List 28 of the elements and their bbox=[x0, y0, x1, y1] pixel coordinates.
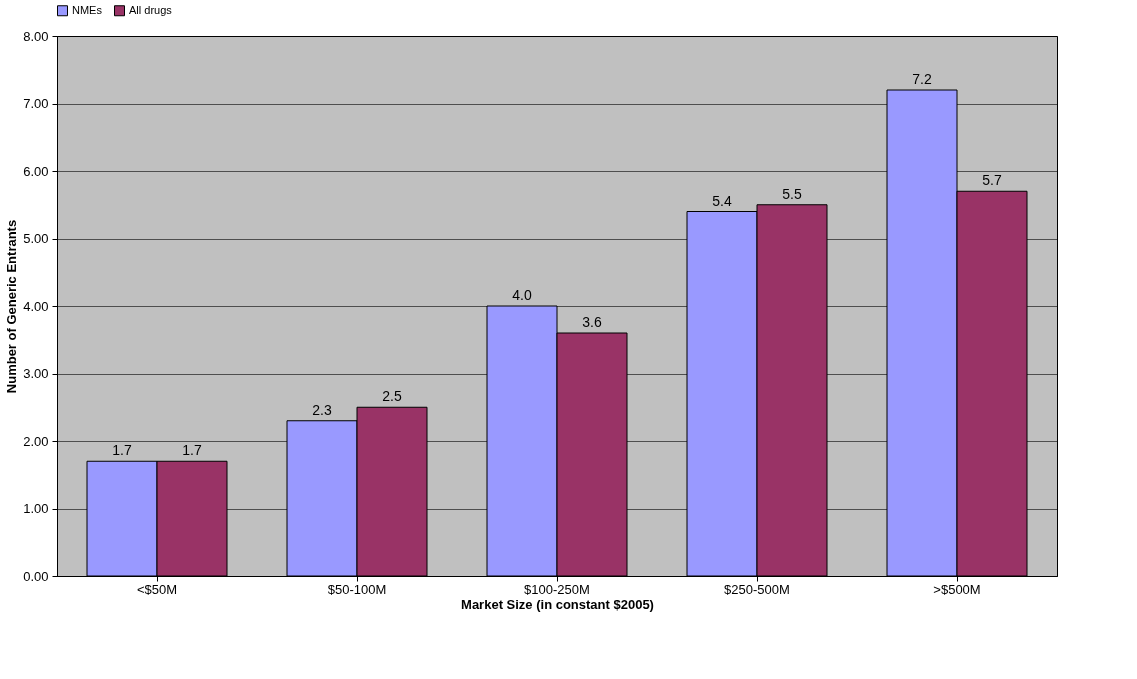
data-label: 1.7 bbox=[182, 442, 202, 459]
y-tick-label: 0.00 bbox=[23, 568, 49, 584]
data-label: 5.5 bbox=[782, 185, 802, 202]
x-tick-label: $100-250M bbox=[524, 581, 590, 597]
y-tick-label: 6.00 bbox=[23, 163, 49, 179]
legend-label: NMEs bbox=[72, 3, 103, 16]
x-tick-label: >$500M bbox=[933, 581, 981, 597]
data-label: 5.7 bbox=[982, 172, 1002, 189]
y-tick-label: 8.00 bbox=[23, 28, 49, 44]
data-label: 4.0 bbox=[512, 287, 532, 303]
legend-label: All drugs bbox=[129, 3, 173, 16]
y-tick-label: 3.00 bbox=[23, 366, 49, 381]
data-label: 7.2 bbox=[912, 71, 932, 87]
x-tick-label: <$50M bbox=[136, 581, 178, 597]
data-label: 1.7 bbox=[112, 442, 132, 459]
data-label: 2.5 bbox=[382, 388, 402, 405]
x-tick-label: $250-500M bbox=[724, 581, 790, 597]
x-tick-label: $50-100M bbox=[327, 581, 387, 597]
y-tick-label: 5.00 bbox=[23, 231, 49, 246]
y-tick-label: 2.00 bbox=[23, 433, 49, 449]
data-label: 2.3 bbox=[312, 401, 332, 418]
data-label: 5.4 bbox=[712, 192, 732, 209]
data-label: 3.6 bbox=[582, 314, 602, 330]
y-tick-label: 7.00 bbox=[23, 96, 49, 111]
x-axis-title: Market Size (in constant $2005) bbox=[461, 596, 654, 612]
y-tick-label: 1.00 bbox=[23, 501, 49, 516]
y-tick-label: 4.00 bbox=[23, 298, 49, 314]
y-axis-title: Number of Generic Entrants bbox=[4, 219, 20, 394]
